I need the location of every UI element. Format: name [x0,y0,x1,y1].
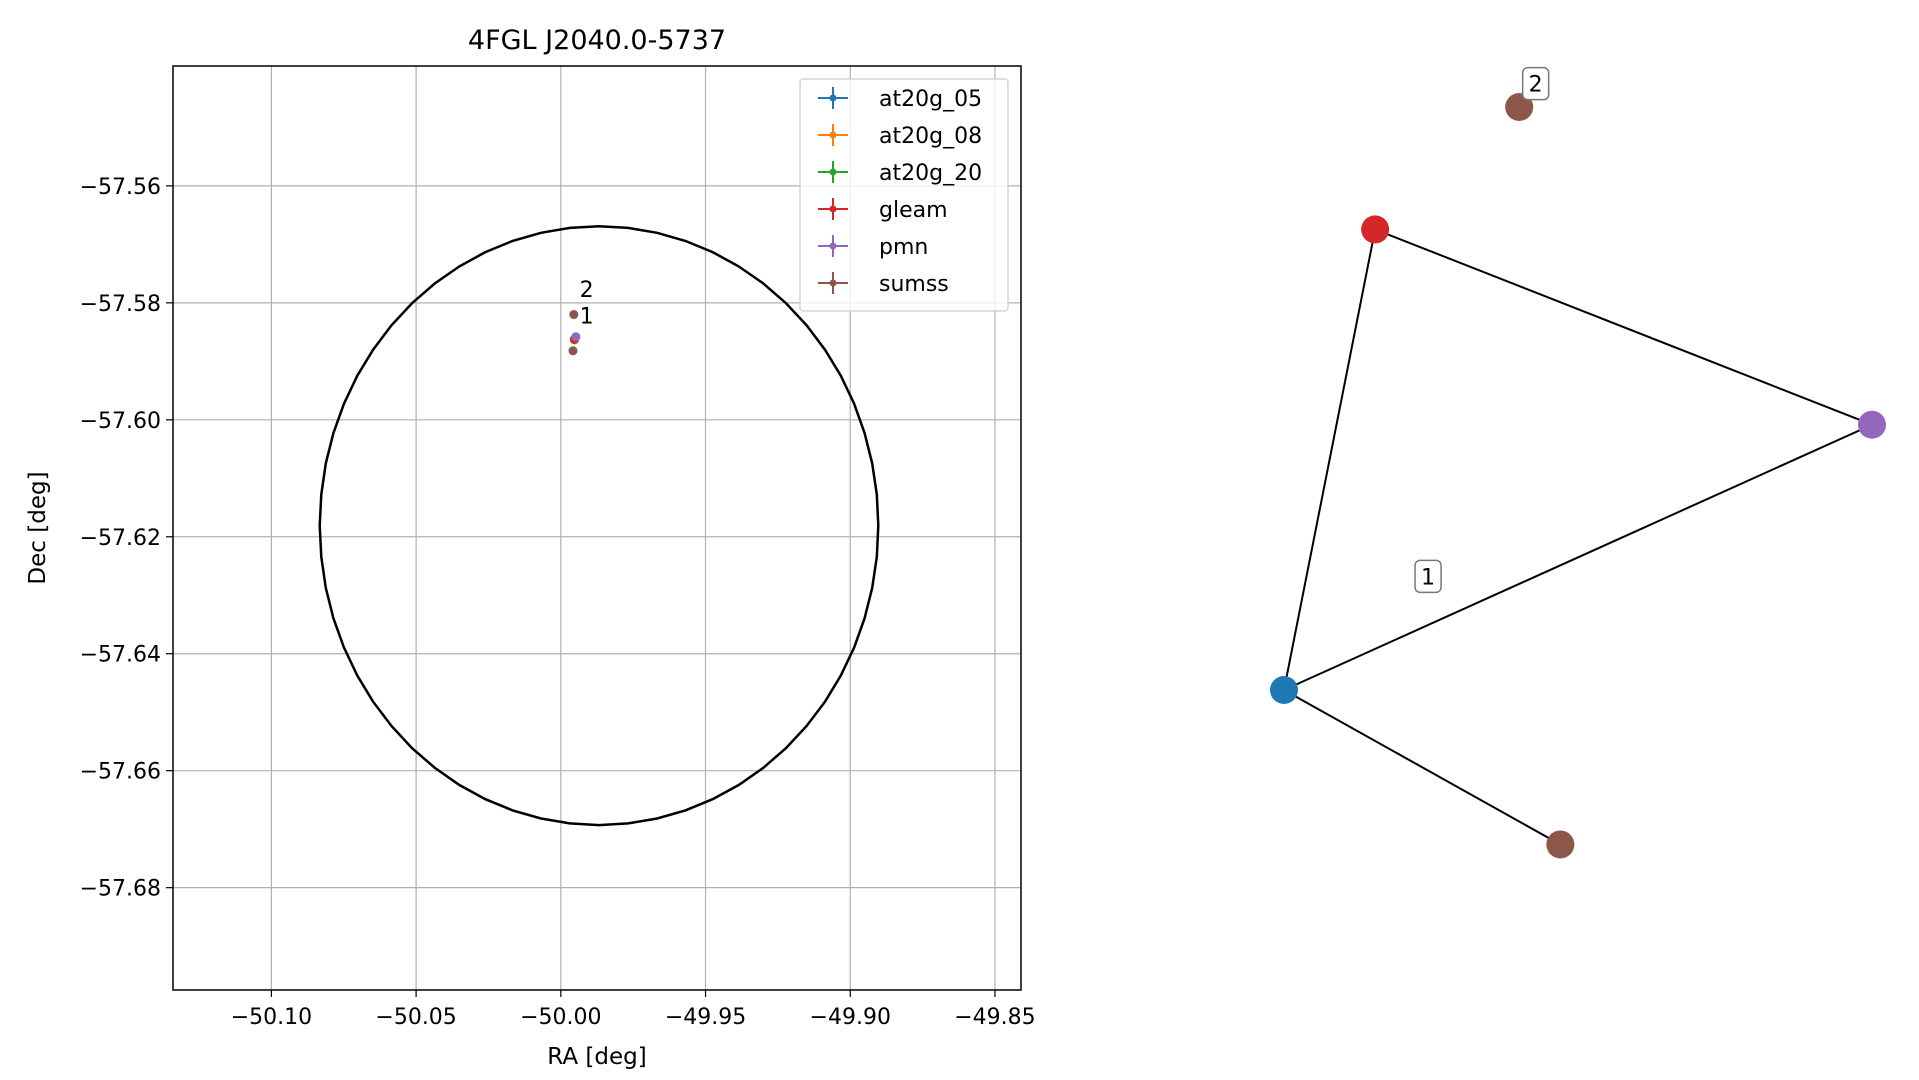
legend-item-at20g_20: at20g_20 [818,161,982,186]
localization-ellipse [318,224,880,827]
source-annotations: 21 [580,278,594,329]
legend-marker [829,279,837,287]
graph-edge [1283,423,1873,691]
legend-label: at20g_20 [879,161,982,186]
y-tick-label: −57.60 [80,409,161,434]
graph-labels: 12 [1414,66,1550,594]
legend-marker [829,94,837,102]
axes-frame [172,65,1022,991]
y-axis-label: Dec [deg] [25,471,51,584]
legend-label: pmn [879,235,928,260]
point-annotation: 2 [580,278,594,303]
source-points [568,310,581,356]
ellipse-outline [318,224,880,827]
graph-label-box [1414,559,1442,594]
graph-label: 1 [1414,559,1442,594]
graph-label-box [1521,66,1550,101]
axis-ticks: −50.10 −50.05 −50.00 −49.95 −49.90 −49.85 −57.… [80,175,1036,1030]
legend-marker [829,168,837,176]
x-tick-label: −50.00 [520,1005,601,1030]
y-tick-label: −57.56 [80,175,161,200]
legend-marker [829,242,837,250]
network-graph-panel: 12 [1270,66,1886,859]
chart-title: 4FGL J2040.0-5737 [468,25,726,56]
legend-item-pmn: pmn [818,235,928,260]
x-tick-label: −50.05 [375,1005,456,1030]
y-tick-label: −57.68 [80,877,161,902]
x-tick-label: −50.10 [231,1005,312,1030]
legend-label: at20g_08 [879,124,982,149]
graph-label-text: 1 [1421,565,1435,590]
legend-marker [829,205,837,213]
legend-box [799,78,1009,312]
legend-item-at20g_08: at20g_08 [818,124,982,149]
y-tick-label: −57.64 [80,643,161,668]
graph-edge [1283,689,1561,846]
x-tick-label: −49.90 [810,1005,891,1030]
graph-label-text: 2 [1529,73,1543,98]
graph-node [1361,215,1390,244]
y-tick-label: −57.66 [80,760,161,785]
graph-node [1858,410,1886,439]
legend-item-at20g_05: at20g_05 [818,87,982,112]
point-sumss [568,346,578,356]
graph-label: 2 [1521,66,1550,101]
x-tick-label: −49.95 [665,1005,746,1030]
legend-item-sumss: sumss [818,272,949,297]
legend-label: gleam [879,198,948,223]
graph-edges [1283,228,1873,846]
x-tick-label: −49.85 [954,1005,1035,1030]
graph-edge [1374,228,1873,426]
legend-label: at20g_05 [879,87,982,112]
y-tick-label: −57.58 [80,292,161,317]
graph-nodes [1270,93,1886,859]
graph-edge [1283,229,1377,691]
legend-marker [829,131,837,139]
graph-node [1270,676,1298,704]
point-annotation: 1 [580,304,594,329]
point-pmn [571,332,581,342]
point-sumss [569,310,579,320]
x-axis-label: RA [deg] [547,1044,646,1070]
sky-map-panel: 21 −50.10 −50.05 −50.00 −49.95 −49.90 −49.85−… [25,25,1036,1070]
graph-node [1546,830,1575,859]
y-tick-label: −57.62 [80,526,161,551]
legend-label: sumss [879,272,949,297]
legend-item-gleam: gleam [818,198,948,223]
